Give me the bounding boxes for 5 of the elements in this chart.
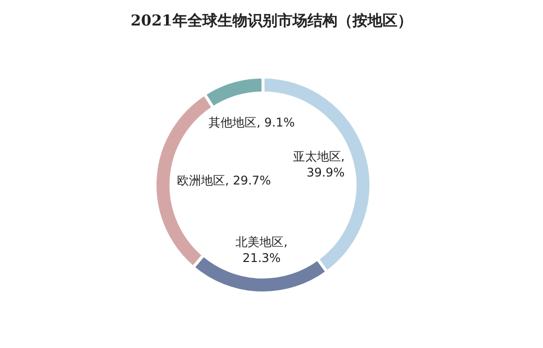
- slice-label: 其他地区, 9.1%: [208, 116, 295, 130]
- chart-title: 2021年全球生物识别市场结构（按地区）: [130, 12, 412, 30]
- slice-label: 亚太地区, 39.9%: [292, 150, 345, 180]
- slice-label: 欧洲地区, 29.7%: [177, 174, 271, 188]
- slice-label: 北美地区, 21.3%: [236, 234, 288, 265]
